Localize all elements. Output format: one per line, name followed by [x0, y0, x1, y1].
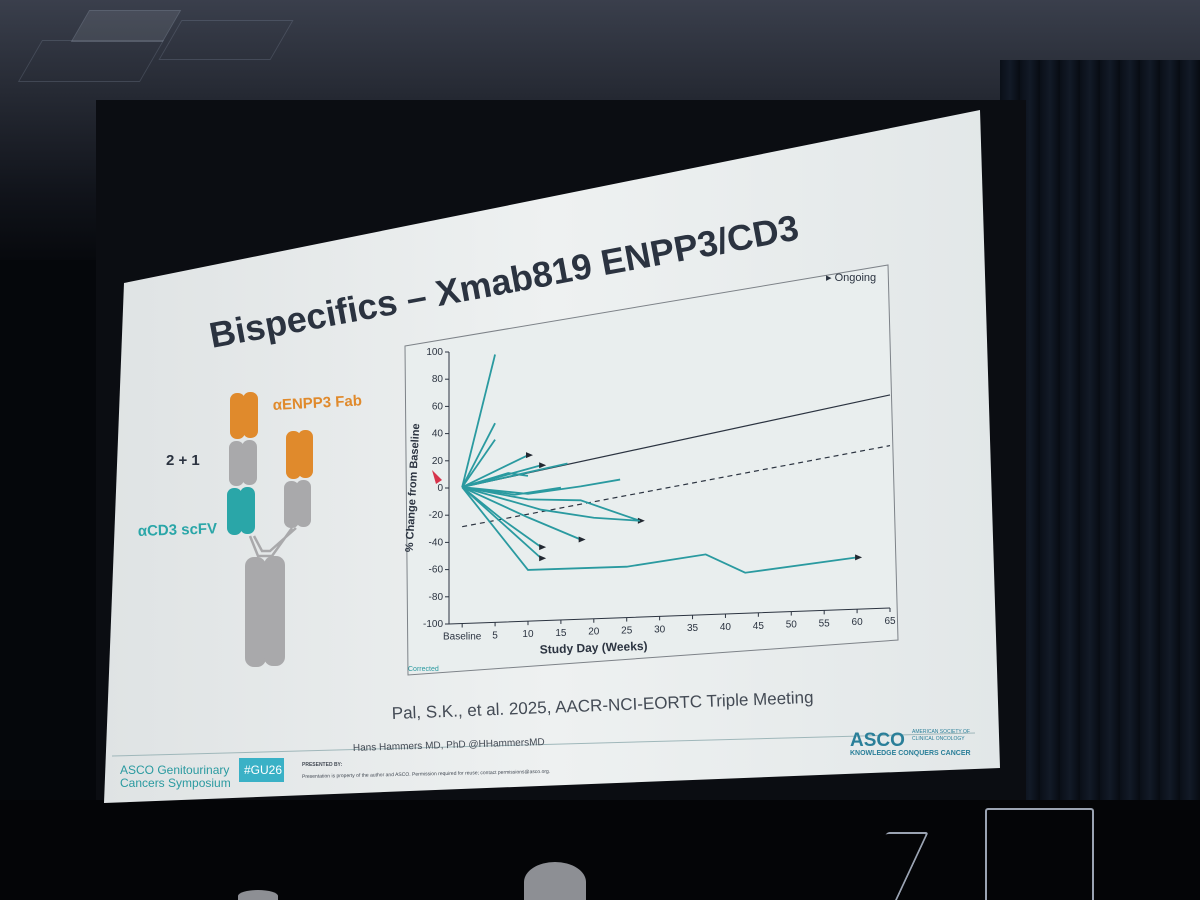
antibody-diagram: 2 + 1 αENPP3 Fab αCD3 scFV	[138, 392, 362, 667]
patient-line	[461, 472, 529, 488]
y-tick-label: -20	[429, 510, 444, 521]
fab-arm-left-2	[243, 392, 258, 438]
audience-head	[524, 862, 586, 900]
y-tick-label: 0	[437, 483, 443, 494]
x-axis-title: Study Day (Weeks)	[540, 639, 648, 657]
scfv-left-1	[227, 488, 242, 535]
audience-head	[238, 890, 278, 900]
fab-arm-left-1	[230, 393, 245, 439]
chart-panel	[404, 264, 899, 676]
ongoing-marker	[539, 555, 547, 562]
asco-tagline: KNOWLEDGE CONQUERS CANCER	[850, 750, 971, 757]
fab-arm-right-2	[298, 430, 313, 478]
x-tick-label: 35	[687, 623, 699, 634]
legend-ongoing: ▸ Ongoing	[826, 272, 876, 284]
reference-line-dashed	[462, 445, 891, 528]
patient-line	[461, 486, 581, 541]
symposium-line-1: ASCO Genitourinary	[120, 763, 229, 777]
fc-region-left	[245, 557, 266, 667]
asco-logo: ASCO	[850, 730, 905, 751]
fc-region-right	[264, 556, 285, 666]
patient-line	[461, 354, 496, 488]
hashtag-badge	[239, 758, 284, 782]
ongoing-marker	[539, 544, 547, 551]
constant-left-2	[242, 440, 257, 485]
constant-right-2	[296, 480, 311, 527]
stage-curtain	[1000, 60, 1200, 900]
disclaimer: Presentation is property of the author a…	[302, 769, 550, 780]
x-tick-label: 30	[654, 624, 666, 635]
ongoing-marker	[637, 517, 645, 524]
patient-line	[461, 462, 568, 489]
chart-footnote: Corrected	[408, 666, 439, 673]
x-tick-label: 20	[588, 627, 600, 638]
y-tick-label: -60	[429, 565, 444, 576]
presented-by-label: PRESENTED BY:	[302, 762, 343, 768]
x-tick-label: Baseline	[443, 632, 482, 643]
laser-pointer-dot	[432, 470, 442, 484]
valency-label: 2 + 1	[166, 452, 200, 469]
y-tick-label: 80	[432, 374, 444, 385]
patient-line	[462, 478, 621, 495]
hinge-region	[248, 527, 297, 558]
ongoing-marker	[525, 452, 533, 459]
x-tick-label: 55	[819, 618, 831, 629]
y-tick-label: -40	[429, 537, 444, 548]
ongoing-marker	[578, 536, 586, 543]
fab-label: αENPP3 Fab	[272, 392, 362, 414]
patient-line	[461, 422, 496, 488]
x-tick-label: 5	[492, 630, 498, 641]
x-tick-label: 65	[884, 616, 896, 627]
y-tick-label: -100	[423, 619, 443, 630]
ongoing-marker	[855, 554, 863, 561]
stage-floor	[0, 800, 1200, 900]
y-tick-label: -80	[429, 592, 444, 603]
patient-line	[461, 486, 858, 574]
constant-left-1	[229, 441, 244, 486]
patient-line	[461, 486, 542, 548]
patient-line	[461, 439, 496, 488]
symposium-line-2: Cancers Symposium	[120, 776, 231, 790]
asco-full-name-1: AMERICAN SOCIETY OF	[912, 729, 970, 735]
x-tick-label: 15	[555, 628, 567, 639]
scfv-left-2	[240, 487, 255, 534]
stair-railing	[985, 808, 1094, 900]
x-tick-label: 25	[621, 626, 633, 637]
x-tick-label: 60	[852, 617, 864, 628]
scfv-label: αCD3 scFV	[138, 520, 218, 540]
x-tick-label: 50	[786, 620, 798, 631]
patient-line	[461, 486, 542, 559]
footer-divider	[111, 732, 976, 757]
patient-line	[461, 486, 641, 522]
constant-right-1	[284, 481, 299, 528]
patient-line	[461, 486, 640, 522]
y-tick-label: 60	[432, 401, 444, 412]
x-tick-label: 10	[522, 629, 534, 640]
patient-line	[461, 454, 529, 488]
y-tick-label: 40	[432, 429, 444, 440]
x-tick-label: 45	[753, 621, 765, 632]
y-tick-label: 20	[432, 456, 444, 467]
asco-full-name-2: CLINICAL ONCOLOGY	[912, 736, 965, 742]
ongoing-marker	[539, 462, 547, 469]
hashtag: #GU26	[244, 763, 282, 777]
y-tick-label: 100	[426, 347, 443, 358]
x-tick-label: 40	[720, 622, 732, 633]
fab-arm-right-1	[286, 431, 301, 479]
